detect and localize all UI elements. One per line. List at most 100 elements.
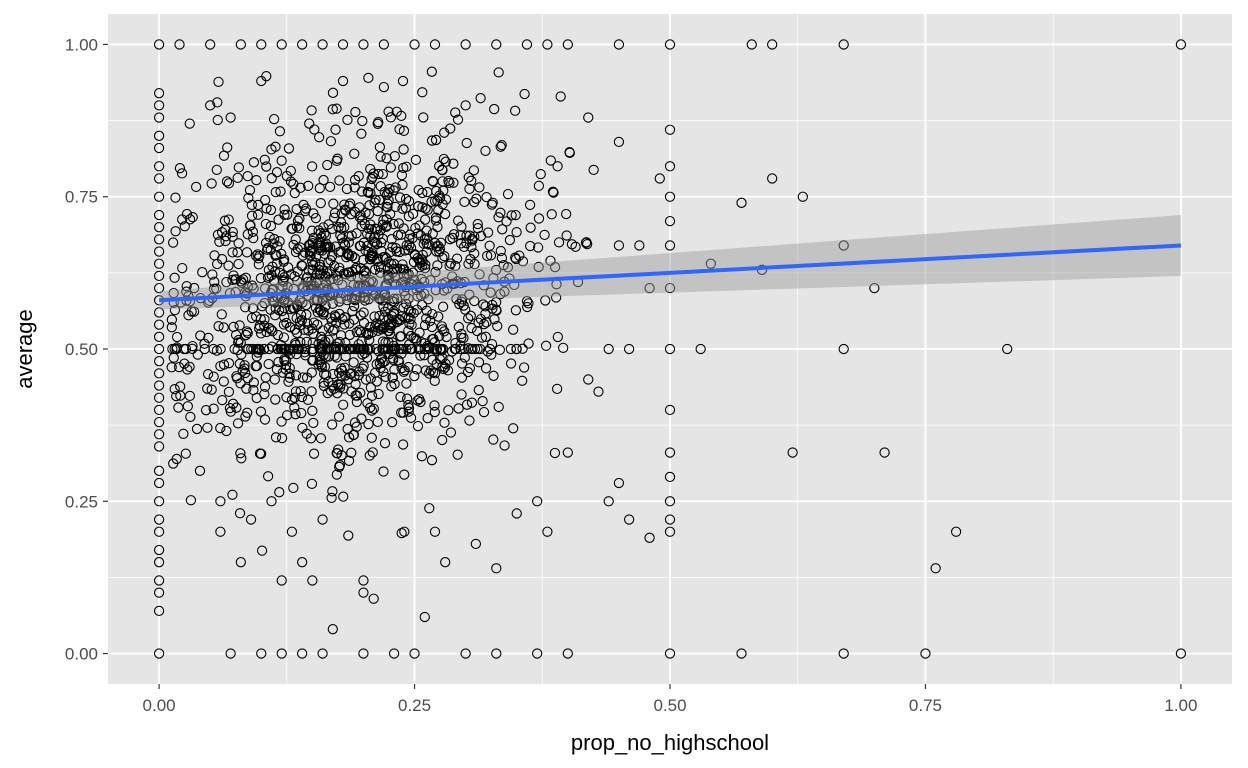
data-point [838,240,849,251]
data-point [613,136,625,148]
data-point [421,225,432,236]
data-point [486,338,498,350]
data-point [297,422,308,434]
data-point [497,224,508,235]
data-point [509,105,521,116]
data-point [358,575,369,586]
data-point [289,303,300,314]
data-point [219,215,231,226]
data-point [455,238,467,249]
data-point [353,339,364,350]
data-point [373,388,384,400]
data-point [394,124,405,135]
data-point [169,304,181,316]
data-point [350,295,361,306]
data-point [247,280,258,291]
data-point [469,343,481,355]
data-point [464,230,475,241]
data-point [272,329,284,341]
data-point [417,187,428,199]
data-point [227,226,238,238]
data-point [581,237,592,248]
data-point [301,309,312,320]
data-point [564,147,575,158]
data-point [562,447,573,458]
data-point [364,450,375,461]
data-point [323,322,335,333]
data-point [426,455,438,466]
data-point [333,411,345,422]
data-point [397,75,409,87]
data-point [453,403,464,414]
data-point [398,144,409,155]
data-point [432,260,443,271]
data-point [375,151,386,162]
data-point [269,374,280,385]
data-point [365,254,376,265]
data-point [167,237,179,248]
data-point [480,308,491,319]
data-point [366,432,377,443]
data-point [787,447,798,458]
data-point [244,220,256,231]
data-point [270,303,281,314]
data-point [447,271,458,282]
x-tick-label: 0.50 [653,696,686,715]
data-point [427,308,438,320]
data-point [314,237,326,249]
data-point [234,320,245,331]
data-point [664,191,676,202]
data-point [279,355,290,367]
data-point [191,423,203,435]
data-point [550,292,562,303]
data-point [307,405,318,416]
data-point [404,318,415,329]
data-point [654,173,665,184]
data-point [349,148,360,159]
data-point [358,587,369,598]
data-point [533,180,545,191]
data-point [421,238,432,249]
data-point [365,187,376,199]
data-point [153,282,165,294]
data-point [234,508,246,519]
data-point [211,345,223,356]
data-point [414,262,425,273]
data-point [420,203,431,214]
data-point [375,224,386,235]
data-point [290,370,302,381]
data-point [431,185,442,197]
x-tick-label: 0.25 [398,696,431,715]
data-point [407,267,419,278]
data-point [153,441,165,452]
data-point [397,179,408,191]
data-point [357,115,368,127]
data-point [233,162,244,173]
data-point [194,465,206,476]
data-point [338,399,349,410]
data-point [284,343,295,355]
data-point [286,223,297,234]
y-tick-label: 0.25 [65,492,98,511]
data-point [383,187,394,198]
data-point [365,163,376,175]
data-point [482,250,493,262]
data-point [510,209,521,221]
data-point [283,376,294,387]
data-point [256,648,267,659]
data-point [525,240,536,252]
data-point [229,343,240,355]
data-point [338,237,349,248]
data-point [211,164,222,175]
data-point [240,411,251,422]
data-point [186,306,197,317]
data-point [259,381,271,392]
data-point [153,258,165,269]
data-point [170,226,181,237]
data-point [644,532,655,543]
data-point [480,363,492,374]
data-point [410,154,422,166]
data-point [474,182,485,193]
regression-line [158,243,1182,303]
data-point [299,347,311,358]
